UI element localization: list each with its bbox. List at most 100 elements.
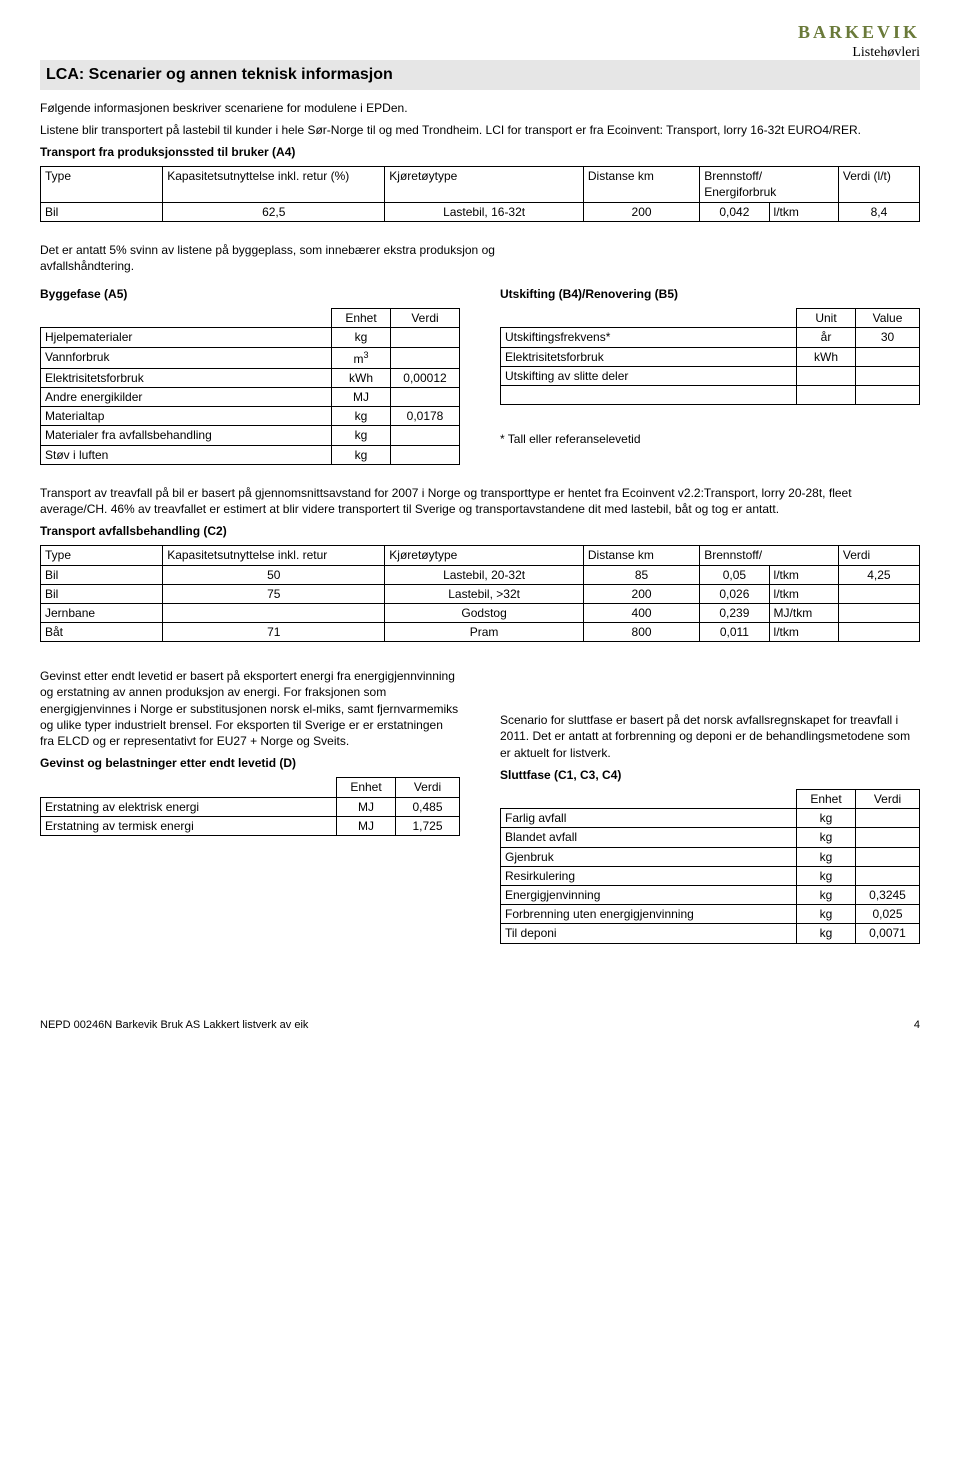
a5-table: Enhet Verdi Hjelpematerialerkg Vannforbr… [40,308,460,465]
cell: MJ/tkm [769,603,838,622]
cell: Elektrisitetsforbruk [41,368,332,387]
cell [797,386,856,405]
table-row: Vannforbrukm3 [41,347,460,368]
cell [391,445,460,464]
table-row: Materialer fra avfallsbehandlingkg [41,426,460,445]
table-header-row: Type Kapasitetsutnyttelse inkl. retur Kj… [41,546,920,565]
cell [501,386,797,405]
scenario-text: Scenario for sluttfase er basert på det … [500,712,920,761]
cell [856,847,920,866]
cell: MJ [337,816,396,835]
table-header-row: Enhet Verdi [501,790,920,809]
th [41,778,337,797]
d-heading: Gevinst og belastninger etter endt levet… [40,755,460,771]
cell [838,584,919,603]
th: Verdi [856,790,920,809]
cell: Energigjenvinning [501,885,797,904]
cell: kg [797,885,856,904]
cell: 75 [163,584,385,603]
cell: Forbrenning uten energigjenvinning [501,905,797,924]
cell [856,386,920,405]
cell: Bil [41,565,163,584]
cell: 200 [583,202,699,221]
table-row: Utskifting av slitte deler [501,366,920,385]
cell: 0,239 [700,603,769,622]
cell [856,828,920,847]
cell: 0,042 [700,202,769,221]
cell: 0,011 [700,623,769,642]
th: Verdi [838,546,919,565]
c2-heading: Transport avfallsbehandling (C2) [40,523,920,539]
cell: MJ [337,797,396,816]
cell: Pram [385,623,584,642]
th: Verdi (l/t) [838,167,919,202]
cell: 0,485 [396,797,460,816]
table-row: Utskiftingsfrekvens*år30 [501,328,920,347]
cell: 50 [163,565,385,584]
cell [391,347,460,368]
cell: Utskiftingsfrekvens* [501,328,797,347]
cell [391,426,460,445]
cell: 30 [856,328,920,347]
th: Type [41,546,163,565]
b4b5-table: Unit Value Utskiftingsfrekvens*år30 Elek… [500,308,920,405]
gevinst-text: Gevinst etter endt levetid er basert på … [40,668,460,749]
table-header-row: Unit Value [501,309,920,328]
a4-table: Type Kapasitetsutnyttelse inkl. retur (%… [40,166,920,222]
footer: NEPD 00246N Barkevik Bruk AS Lakkert lis… [40,1018,920,1033]
cell [797,366,856,385]
cell: kg [797,809,856,828]
a5-heading: Byggefase (A5) [40,286,460,302]
page-title: LCA: Scenarier og annen teknisk informas… [40,60,920,90]
cell: 0,026 [700,584,769,603]
c2-table: Type Kapasitetsutnyttelse inkl. retur Kj… [40,545,920,642]
table-header-row: Enhet Verdi [41,778,460,797]
th [41,309,332,328]
cell: 1,725 [396,816,460,835]
th: Enhet [797,790,856,809]
cell: Materialer fra avfallsbehandling [41,426,332,445]
th: Kapasitetsutnyttelse inkl. retur (%) [163,167,385,202]
cell: 0,00012 [391,368,460,387]
table-row: Farlig avfallkg [501,809,920,828]
cell: l/tkm [769,623,838,642]
cell: kWh [332,368,391,387]
table-row: Bil50Lastebil, 20-32t850,05l/tkm4,25 [41,565,920,584]
table-row: Erstatning av elektrisk energiMJ0,485 [41,797,460,816]
cell [856,347,920,366]
th: Distanse km [583,167,699,202]
cell: Elektrisitetsforbruk [501,347,797,366]
th: Enhet [332,309,391,328]
table-row: Til deponikg0,0071 [501,924,920,943]
cell [856,866,920,885]
cell: l/tkm [769,202,838,221]
table-row: Bil75Lastebil, >32t2000,026l/tkm [41,584,920,603]
cell: 8,4 [838,202,919,221]
cell: Lastebil, 20-32t [385,565,584,584]
th [501,790,797,809]
cell: Erstatning av elektrisk energi [41,797,337,816]
cell: 200 [583,584,699,603]
table-row: Materialtapkg0,0178 [41,407,460,426]
cell: m3 [332,347,391,368]
cell: 71 [163,623,385,642]
cell: Lastebil, >32t [385,584,584,603]
cell: 0,0178 [391,407,460,426]
cell: Utskifting av slitte deler [501,366,797,385]
cell: Godstog [385,603,584,622]
cell: 85 [583,565,699,584]
th: Unit [797,309,856,328]
table-row: Erstatning av termisk energiMJ1,725 [41,816,460,835]
cell: kg [797,866,856,885]
intro-0: Følgende informasjonen beskriver scenari… [40,100,920,116]
cell: Til deponi [501,924,797,943]
th: Distanse km [583,546,699,565]
cell: 0,05 [700,565,769,584]
th: Type [41,167,163,202]
b4b5-heading: Utskifting (B4)/Renovering (B5) [500,286,920,302]
cell: kg [332,407,391,426]
th: Kjøretøytype [385,167,584,202]
cell: Bil [41,202,163,221]
cell: MJ [332,388,391,407]
th: Verdi [396,778,460,797]
